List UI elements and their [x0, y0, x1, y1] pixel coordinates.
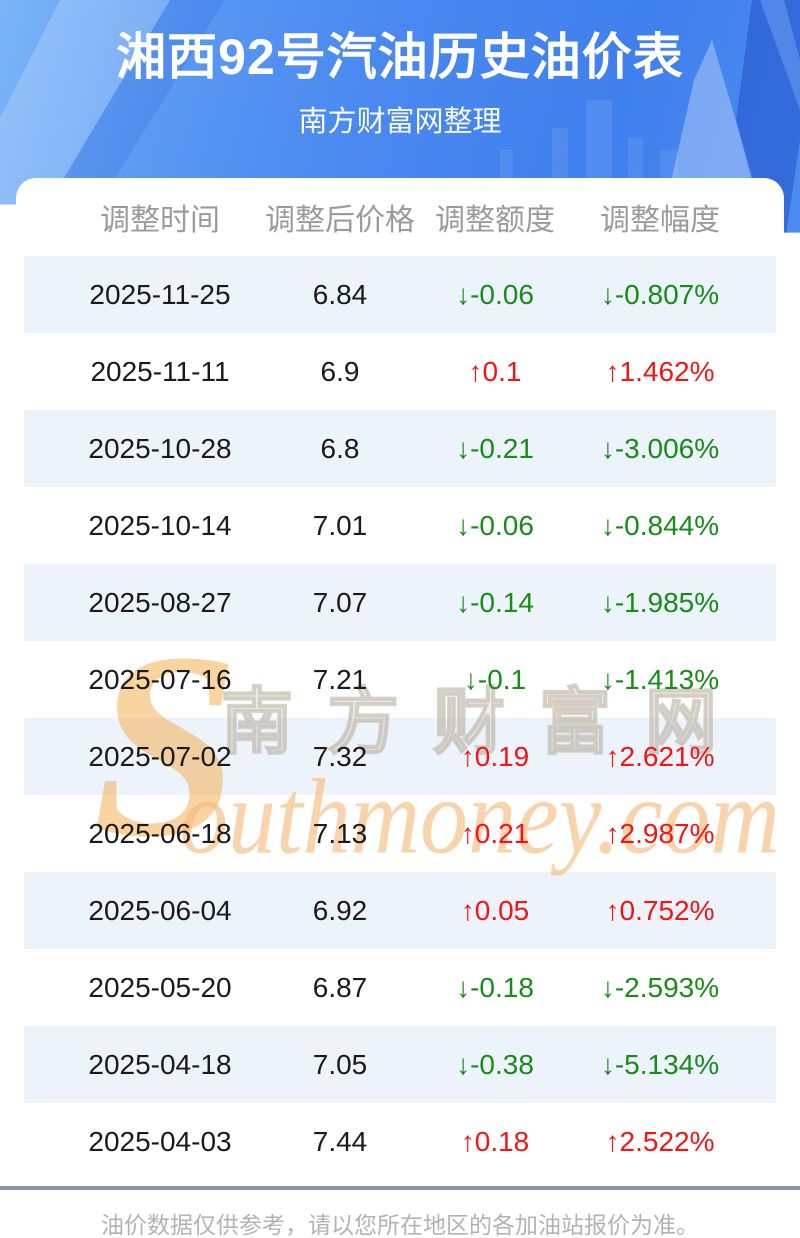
row-change-amount: ↑0.05 — [460, 894, 530, 926]
row-change-percent: ↑2.621% — [605, 740, 715, 772]
table-row: 2025-11-25 6.84 ↓-0.06 ↓-0.807% — [24, 256, 776, 333]
row-change-amount: ↓-0.38 — [456, 1048, 534, 1080]
price-table-card: 调整时间 调整后价格 调整额度 调整幅度 2025-11-25 6.84 ↓-0… — [16, 178, 784, 1180]
row-change-percent: ↓-1.413% — [600, 663, 720, 695]
row-change-amount: ↓-0.14 — [456, 586, 534, 618]
row-change-percent: ↓-0.844% — [600, 509, 720, 541]
row-change-amount: ↓-0.18 — [456, 971, 534, 1003]
row-change-amount: ↓-0.06 — [456, 509, 534, 541]
row-date: 2025-05-20 — [88, 971, 232, 1003]
row-date: 2025-04-18 — [88, 1048, 232, 1080]
row-change-percent: ↑0.752% — [605, 894, 715, 926]
table-row: 2025-07-02 7.32 ↑0.19 ↑2.621% — [24, 718, 776, 795]
table-row: 2025-06-04 6.92 ↑0.05 ↑0.752% — [24, 872, 776, 949]
row-price: 7.07 — [312, 586, 368, 618]
row-change-percent: ↓-1.985% — [600, 586, 720, 618]
row-date: 2025-07-16 — [88, 663, 232, 695]
row-date: 2025-10-28 — [88, 432, 232, 464]
page-title: 湘西92号汽油历史油价表 — [116, 29, 684, 85]
row-change-amount: ↓-0.21 — [456, 432, 534, 464]
table-row: 2025-05-20 6.87 ↓-0.18 ↓-2.593% — [24, 949, 776, 1026]
column-header-adjust-percent: 调整幅度 — [600, 204, 720, 237]
row-change-percent: ↑1.462% — [605, 355, 715, 387]
row-change-percent: ↓-3.006% — [600, 432, 720, 464]
row-date: 2025-07-02 — [88, 740, 232, 772]
row-change-percent: ↓-0.807% — [600, 278, 720, 310]
page-subtitle: 南方财富网整理 — [298, 106, 502, 138]
row-price: 7.05 — [312, 1048, 368, 1080]
banner-decoration — [0, 0, 800, 233]
row-price: 7.13 — [312, 817, 368, 849]
column-header-adjusted-price: 调整后价格 — [265, 204, 415, 237]
row-price: 6.8 — [320, 432, 360, 464]
table-row: 2025-04-03 7.44 ↑0.18 ↑2.522% — [24, 1103, 776, 1180]
row-change-percent: ↑2.987% — [605, 817, 715, 849]
table-body: 2025-11-25 6.84 ↓-0.06 ↓-0.807% 2025-11-… — [24, 256, 776, 1180]
row-date: 2025-11-25 — [89, 278, 231, 310]
row-price: 7.21 — [312, 663, 368, 695]
row-price: 7.32 — [312, 740, 368, 772]
row-change-amount: ↑0.21 — [460, 817, 530, 849]
row-date: 2025-08-27 — [88, 586, 232, 618]
column-header-adjust-amount: 调整额度 — [435, 204, 555, 237]
table-row: 2025-11-11 6.9 ↑0.1 ↑1.462% — [24, 333, 776, 410]
footer-note: 油价数据仅供参考，请以您所在地区的各加油站报价为准。 — [101, 1212, 699, 1238]
table-row: 2025-04-18 7.05 ↓-0.38 ↓-5.134% — [24, 1026, 776, 1103]
table-header-row: 调整时间 调整后价格 调整额度 调整幅度 — [24, 178, 776, 256]
row-change-percent: ↓-5.134% — [600, 1048, 720, 1080]
row-date: 2025-10-14 — [88, 509, 232, 541]
row-change-percent: ↓-2.593% — [600, 971, 720, 1003]
table-row: 2025-10-28 6.8 ↓-0.21 ↓-3.006% — [24, 410, 776, 487]
row-price: 6.84 — [312, 278, 368, 310]
table-row: 2025-07-16 7.21 ↓-0.1 ↓-1.413% — [24, 641, 776, 718]
footer-divider — [0, 1186, 800, 1190]
row-change-amount: ↑0.18 — [460, 1125, 530, 1157]
row-date: 2025-06-18 — [88, 817, 232, 849]
row-date: 2025-06-04 — [88, 894, 232, 926]
row-price: 6.87 — [312, 971, 368, 1003]
row-change-amount: ↑0.19 — [460, 740, 530, 772]
row-price: 6.9 — [320, 355, 360, 387]
row-change-amount: ↑0.1 — [468, 355, 522, 387]
table-row: 2025-10-14 7.01 ↓-0.06 ↓-0.844% — [24, 487, 776, 564]
row-change-amount: ↓-0.06 — [456, 278, 534, 310]
row-change-percent: ↑2.522% — [605, 1125, 715, 1157]
row-price: 7.01 — [312, 509, 368, 541]
table-row: 2025-08-27 7.07 ↓-0.14 ↓-1.985% — [24, 564, 776, 641]
row-change-amount: ↓-0.1 — [463, 663, 527, 695]
column-header-adjust-date: 调整时间 — [100, 204, 220, 237]
row-price: 6.92 — [312, 894, 368, 926]
table-row: 2025-06-18 7.13 ↑0.21 ↑2.987% — [24, 795, 776, 872]
row-date: 2025-11-11 — [90, 355, 230, 387]
row-price: 7.44 — [312, 1125, 368, 1157]
row-date: 2025-04-03 — [88, 1125, 232, 1157]
